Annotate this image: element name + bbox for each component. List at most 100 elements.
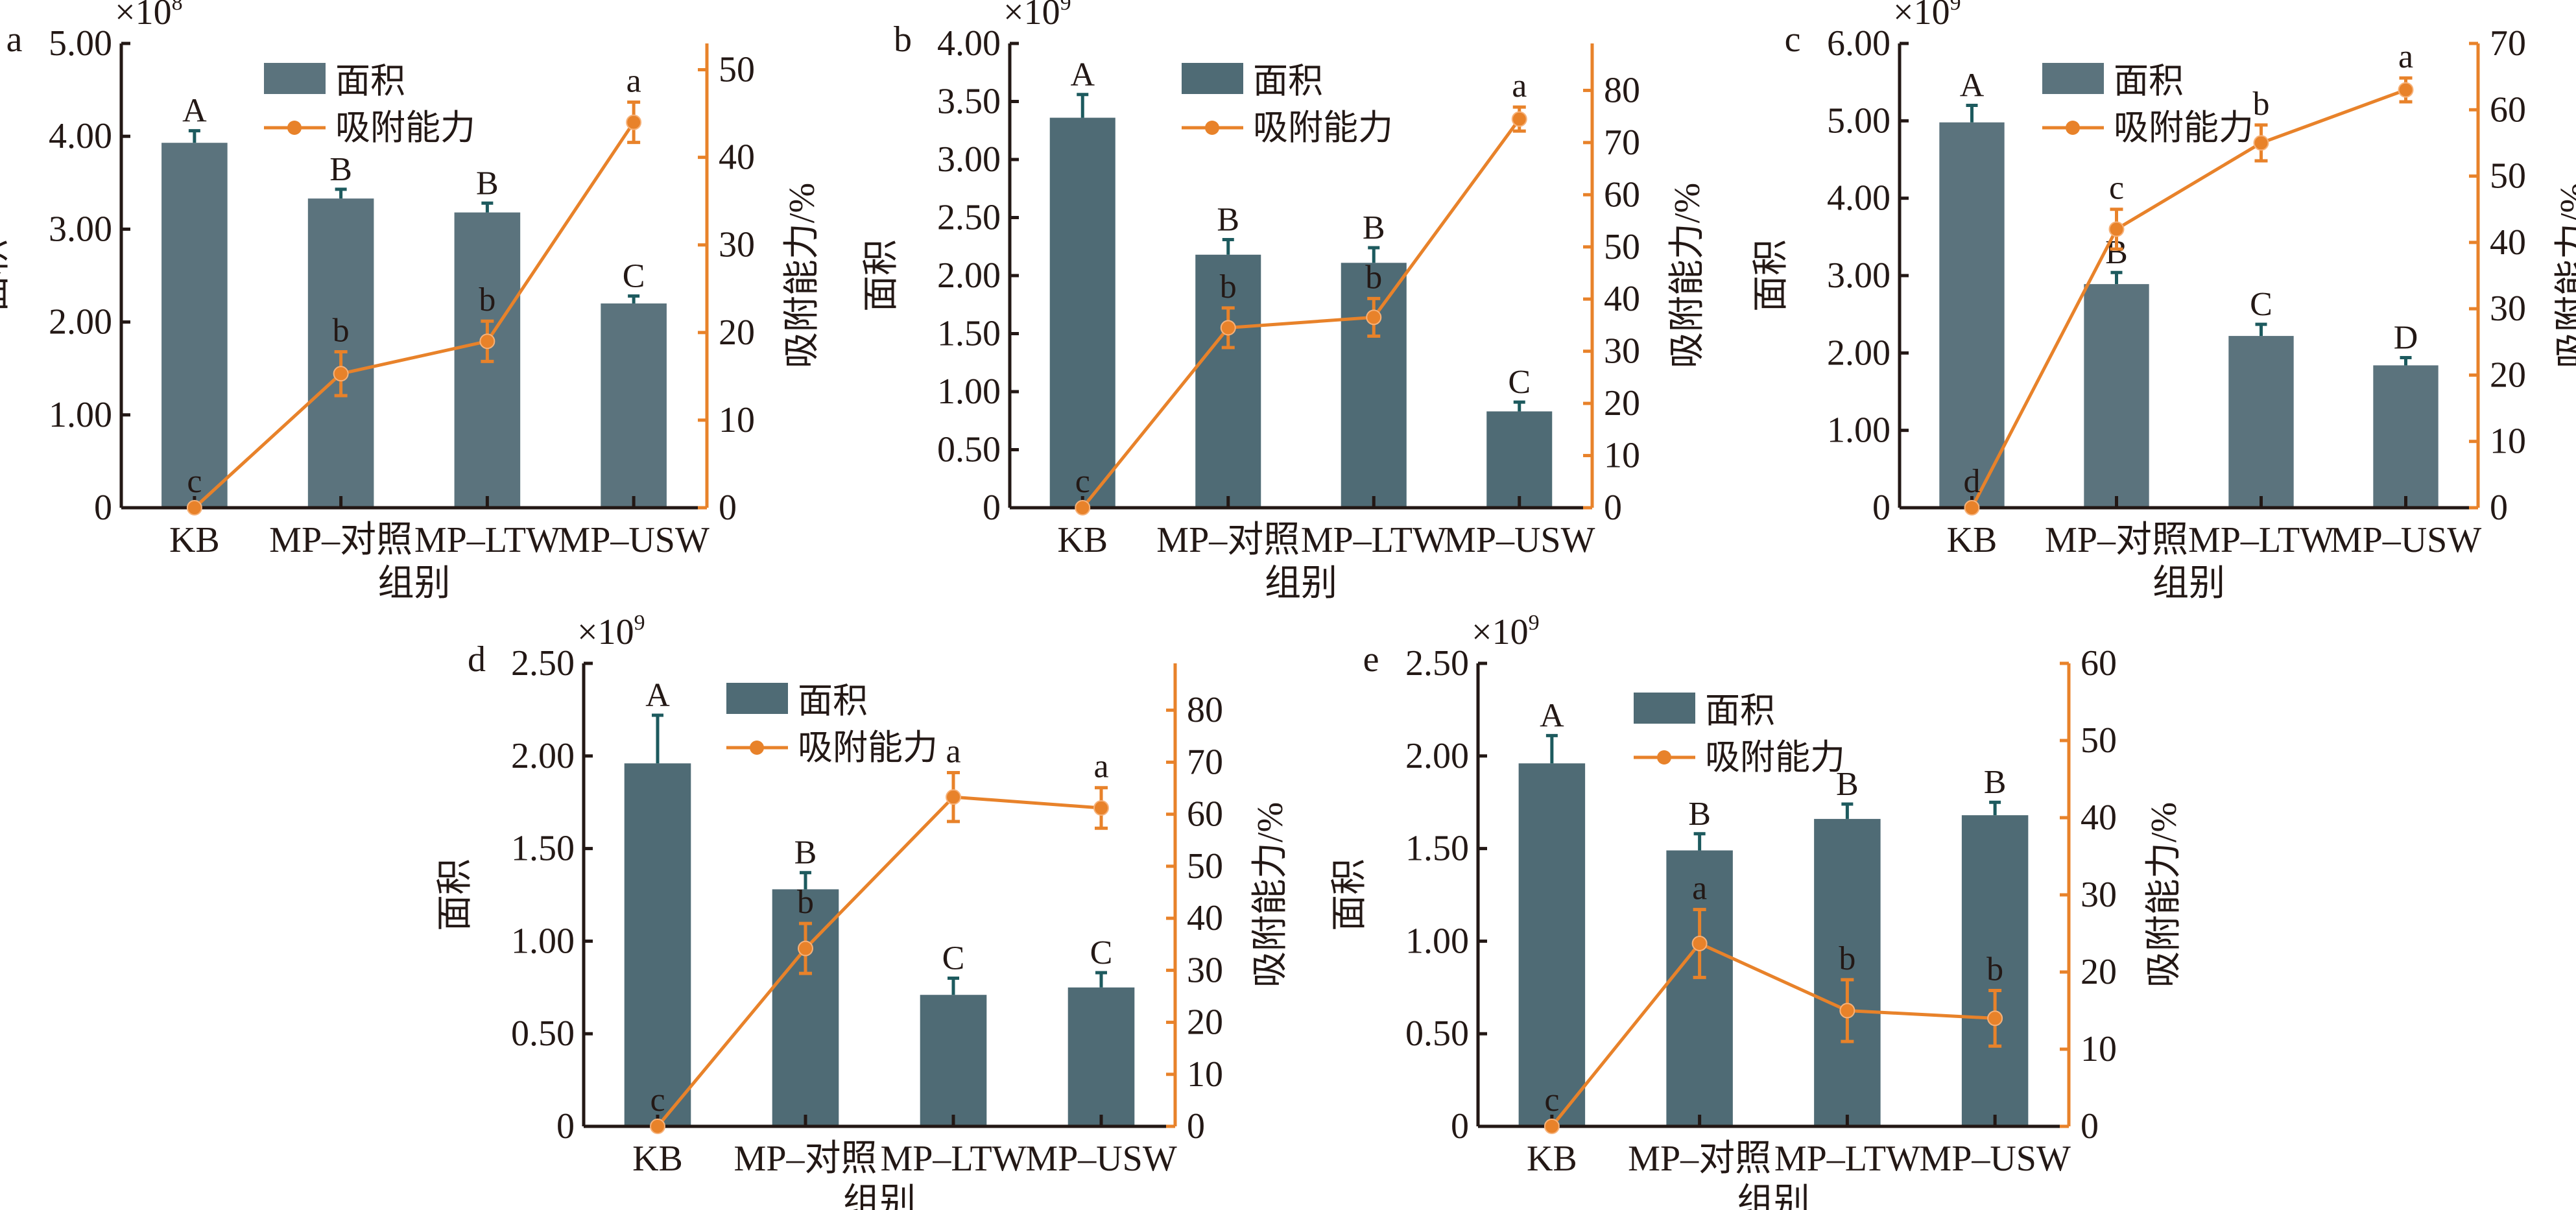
y-axis-title: 面积 (435, 859, 475, 931)
left-tick-label: 0 (556, 1106, 575, 1146)
line-point-3 (1093, 800, 1109, 816)
left-tick-label: 5.00 (1827, 101, 1890, 141)
right-tick-label: 30 (2490, 289, 2526, 329)
legend-bar-swatch (726, 683, 788, 714)
panel-label: c (1785, 19, 1801, 60)
line-letter-0: c (187, 463, 202, 500)
right-tick-label: 20 (719, 313, 755, 353)
right-tick-label: 10 (2081, 1029, 2117, 1069)
legend-line-label: 吸附能力 (1705, 738, 1845, 777)
right-tick-label: 20 (1187, 1002, 1223, 1043)
right-tick-label: 40 (2081, 798, 2117, 838)
right-tick-label: 50 (1604, 227, 1640, 267)
line-letter-3: a (1512, 67, 1527, 104)
x-axis-title: 组别 (1265, 563, 1337, 604)
multiplier-base: ×10 (577, 612, 634, 652)
bar-3 (2373, 365, 2439, 508)
right-tick-label: 30 (2081, 875, 2117, 915)
right-tick-label: 0 (1604, 488, 1622, 528)
line-point-2 (1839, 1002, 1855, 1019)
bar-3 (1961, 815, 2029, 1126)
bar-2 (1814, 818, 1881, 1126)
line-series (1970, 88, 2407, 509)
legend-line-label: 吸附能力 (2114, 108, 2254, 147)
bar-0 (161, 143, 228, 508)
left-tick-label: 5.00 (49, 23, 112, 64)
left-tick-label: 1.50 (937, 314, 1001, 354)
left-tick-label: 3.00 (937, 139, 1001, 180)
right-tick-label: 10 (719, 400, 755, 440)
line-letter-3: a (626, 63, 641, 100)
left-tick-label: 4.00 (49, 116, 112, 156)
x-tick-label: MP–LTW (2188, 520, 2334, 560)
right-tick-label: 0 (2490, 488, 2508, 528)
left-tick-label: 0 (983, 488, 1001, 528)
bar-1 (2084, 284, 2149, 508)
legend-bar-label: 面积 (2114, 62, 2184, 101)
legend-line-marker (2066, 121, 2080, 135)
bar-letter-1: B (329, 151, 352, 188)
legend-bar-swatch (264, 63, 326, 94)
line-series (656, 795, 1102, 1128)
line-point-1 (1220, 320, 1236, 336)
right-tick-label: 20 (1604, 383, 1640, 423)
line-series (193, 121, 636, 509)
right-tick-label: 70 (1187, 742, 1223, 782)
x-tick-label: MP–LTW (1301, 520, 1447, 560)
right-tick-label: 60 (2490, 89, 2526, 130)
chart-panel-e: A B B B 0 0.50 1.00 1.50 2.00 2.50 0 10 20 30 40 50 60 KB… (1330, 611, 2184, 1210)
bar-letter-3: B (1984, 764, 2007, 801)
line-point-0 (1964, 500, 1980, 516)
line-point-1 (1691, 935, 1708, 951)
line-letter-0: c (1075, 463, 1090, 500)
line-letter-2: a (946, 733, 960, 770)
line-letter-3: a (1093, 748, 1108, 785)
bar-letter-1: B (1217, 202, 1239, 239)
bar-3 (1067, 987, 1135, 1126)
line-letter-3: a (2398, 38, 2413, 75)
line-point-2 (1366, 309, 1382, 326)
line-point-2 (2253, 135, 2269, 151)
multiplier-base: ×10 (1472, 612, 1529, 652)
legend-line-marker (1205, 121, 1219, 135)
bar-2 (2228, 336, 2294, 508)
right-tick-label: 40 (719, 137, 755, 178)
right-tick-label: 10 (1604, 436, 1640, 476)
multiplier-exponent: 9 (1950, 0, 1961, 15)
chart-panel-a: A B B C 0 1.00 2.00 3.00 4.00 5.00 0 10 20 30 40 50 KB MP… (0, 0, 822, 604)
x-tick-label: MP–对照 (1628, 1139, 1771, 1179)
legend-line-label: 吸附能力 (1253, 108, 1393, 147)
y-multiplier: ×109 (577, 611, 645, 652)
line-letter-0: d (1964, 463, 1981, 500)
bar-0 (624, 763, 691, 1126)
left-tick-label: 0.50 (937, 430, 1001, 470)
legend-bar-label: 面积 (798, 682, 868, 720)
multiplier-base: ×10 (1003, 0, 1060, 32)
x-tick-label: KB (1947, 520, 1998, 560)
right-tick-label: 70 (1604, 123, 1640, 163)
left-tick-label: 1.00 (937, 372, 1001, 412)
y-multiplier: ×109 (1472, 611, 1540, 652)
right-tick-label: 50 (1187, 846, 1223, 886)
right-tick-label: 20 (2490, 355, 2526, 395)
y2-axis-title: 吸附能力/% (1250, 802, 1291, 988)
right-tick-label: 20 (2081, 952, 2117, 992)
x-tick-label: KB (632, 1139, 683, 1179)
multiplier-exponent: 9 (1529, 611, 1540, 635)
left-tick-label: 3.50 (937, 82, 1001, 122)
legend-bar-label: 面积 (1253, 62, 1323, 101)
panel-label: b (894, 19, 912, 60)
x-tick-label: MP–USW (558, 520, 710, 560)
left-tick-label: 1.00 (511, 921, 575, 961)
bar-3 (1486, 411, 1553, 508)
y-axis-title: 面积 (0, 239, 13, 312)
bar-0 (1049, 117, 1115, 508)
y-multiplier: ×109 (1003, 0, 1071, 32)
line-point-3 (626, 114, 642, 130)
y2-axis-title: 吸附能力/% (1667, 183, 1708, 368)
legend-line-marker (287, 121, 302, 135)
legend-line-label: 吸附能力 (798, 728, 938, 767)
left-tick-label: 2.50 (1405, 643, 1469, 683)
left-tick-label: 2.50 (937, 198, 1001, 238)
